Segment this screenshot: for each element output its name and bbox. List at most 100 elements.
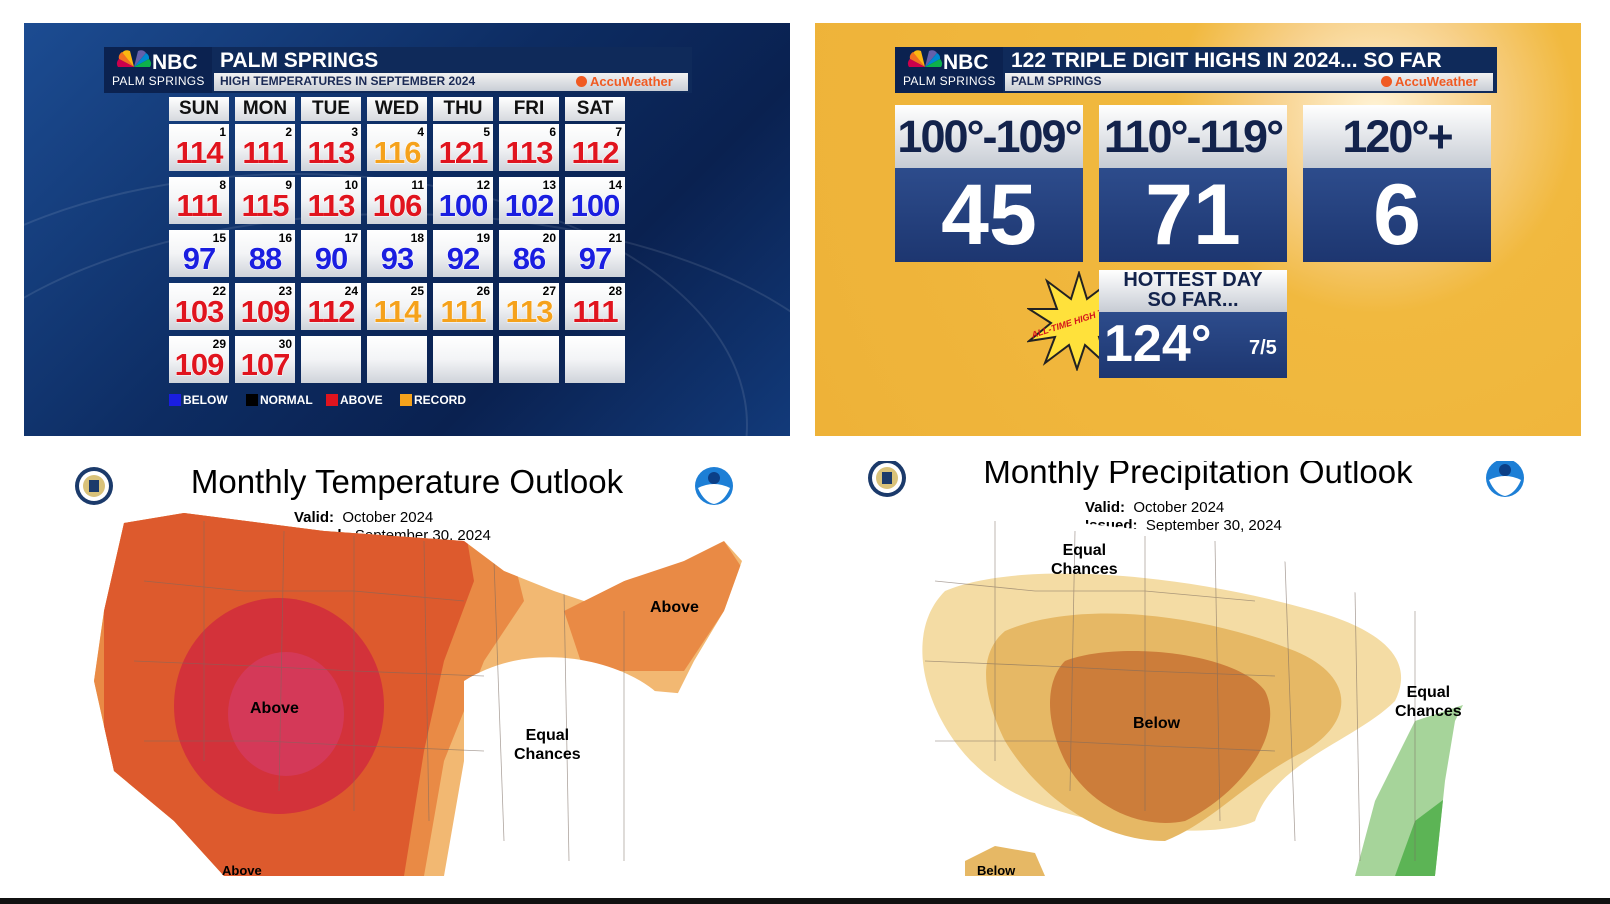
station-name: PALM SPRINGS xyxy=(903,74,996,88)
subtitle-strip: PALM SPRINGS AccuWeather xyxy=(1005,73,1493,91)
above-northeast-region xyxy=(564,541,742,671)
sun-icon xyxy=(576,76,587,87)
temperature-outlook-map xyxy=(94,513,742,876)
accuweather-logo: AccuWeather xyxy=(1381,74,1478,89)
day-number: 13 xyxy=(542,178,556,192)
peacock-icon xyxy=(116,50,152,67)
empty-day-cell xyxy=(499,336,559,383)
triple-digit-panel: NBC PALM SPRINGS 122 TRIPLE DIGIT HIGHS … xyxy=(815,23,1581,436)
above-center-label: Above xyxy=(250,700,299,717)
equal-chances-region xyxy=(464,657,674,876)
equal-chances-southeast-label: Equal Chances xyxy=(1395,683,1462,721)
day-number: 8 xyxy=(219,178,226,192)
peacock-icon xyxy=(907,50,943,67)
day-number: 18 xyxy=(410,231,424,245)
day-number: 26 xyxy=(476,284,490,298)
triple-digit-subtitle: PALM SPRINGS xyxy=(1011,74,1102,88)
high-temperature: 97 xyxy=(578,241,612,277)
equal-se-line1: Equal xyxy=(1406,684,1451,701)
high-temperature: 111 xyxy=(572,294,619,330)
state-borders xyxy=(133,521,625,862)
weekday-header: WED xyxy=(367,97,427,121)
high-temperature: 113 xyxy=(307,135,356,171)
hottest-label-line1: HOTTEST DAY xyxy=(1123,269,1263,291)
valid-value: October 2024 xyxy=(342,509,434,526)
day-number: 4 xyxy=(417,125,424,139)
empty-day-cell xyxy=(301,336,361,383)
high-temperature: 109 xyxy=(174,347,225,383)
below-texas-label: Below xyxy=(977,863,1016,876)
weekday-header: TUE xyxy=(301,97,361,121)
calendar-day-cell: 27 113 xyxy=(499,283,559,330)
hottest-label-line2: SO FAR... xyxy=(1147,289,1239,311)
day-number: 29 xyxy=(212,337,226,351)
day-number: 9 xyxy=(285,178,292,192)
weekday-header: FRI xyxy=(499,97,559,121)
hottest-date: 7/5 xyxy=(1249,337,1277,359)
temperature-outlook-panel: Monthly Temperature Outlook Valid: Octob… xyxy=(24,461,790,876)
high-temperature: 88 xyxy=(248,241,282,277)
calendar-day-cell: 25 114 xyxy=(367,283,427,330)
weekday-header: SUN xyxy=(169,97,229,121)
calendar-day-cell: 17 90 xyxy=(301,230,361,277)
calendar-day-cell: 28 111 xyxy=(565,283,625,330)
calendar-day-cell: 5 121 xyxy=(433,124,493,171)
high-temperature: 113 xyxy=(505,294,554,330)
high-temperature: 103 xyxy=(174,294,225,330)
calendar-day-cell: 21 97 xyxy=(565,230,625,277)
calendar-day-cell: 6 113 xyxy=(499,124,559,171)
high-temperature: 100 xyxy=(438,188,489,224)
day-number: 11 xyxy=(411,178,424,192)
nbc-wordmark: NBC xyxy=(152,51,198,74)
high-temperature: 113 xyxy=(307,188,356,224)
high-temperature: 116 xyxy=(373,135,422,171)
day-number: 23 xyxy=(278,284,292,298)
provider-name: AccuWeather xyxy=(590,74,673,89)
state-borders xyxy=(924,521,1416,862)
equal-chances-northwest-label: Equal Chances xyxy=(1051,541,1118,579)
calendar-day-cell: 20 86 xyxy=(499,230,559,277)
hottest-value: 124° xyxy=(1104,315,1212,373)
calendar-day-cell: 10 113 xyxy=(301,177,361,224)
high-temperature: 111 xyxy=(440,294,487,330)
outlook-title: Monthly Temperature Outlook xyxy=(190,463,624,500)
above-texas-label: Above xyxy=(222,863,262,876)
day-number: 14 xyxy=(608,178,622,192)
day-number: 20 xyxy=(542,231,556,245)
provider-name: AccuWeather xyxy=(1395,74,1478,89)
equal-line1: Equal xyxy=(525,727,570,744)
high-temperature: 115 xyxy=(241,188,290,224)
empty-day-cell xyxy=(433,336,493,383)
day-number: 22 xyxy=(212,284,226,298)
triple-digit-header: NBC PALM SPRINGS 122 TRIPLE DIGIT HIGHS … xyxy=(895,47,1497,93)
equal-line2: Chances xyxy=(514,746,581,763)
sun-icon xyxy=(1381,76,1392,87)
nbc-wordmark: NBC xyxy=(943,51,989,74)
day-number: 28 xyxy=(608,284,622,298)
legend-swatch xyxy=(400,394,412,406)
high-temperature: 111 xyxy=(176,188,223,224)
day-number: 24 xyxy=(344,284,358,298)
issued-value: September 30, 2024 xyxy=(1145,517,1282,534)
valid-label: Valid: xyxy=(1085,499,1126,516)
day-number: 17 xyxy=(344,231,358,245)
calendar-day-cell: 7 112 xyxy=(565,124,625,171)
day-number: 19 xyxy=(476,231,490,245)
day-number: 1 xyxy=(219,125,226,139)
high-temperature: 90 xyxy=(314,241,348,277)
high-temperature: 92 xyxy=(446,241,480,277)
legend-item: NORMAL xyxy=(246,393,313,407)
high-temperature: 112 xyxy=(571,135,620,171)
legend-label: BELOW xyxy=(183,393,228,407)
weekday-header: MON xyxy=(235,97,295,121)
legend-swatch xyxy=(326,394,338,406)
valid-label: Valid: xyxy=(294,509,335,526)
calendar-day-cell: 14 100 xyxy=(565,177,625,224)
noaa-logo-icon xyxy=(695,467,733,505)
high-temperature: 93 xyxy=(380,241,414,277)
calendar-day-cell: 18 93 xyxy=(367,230,427,277)
equal-se-line2: Chances xyxy=(1395,703,1462,720)
station-name: PALM SPRINGS xyxy=(112,74,205,88)
triple-digit-title: 122 TRIPLE DIGIT HIGHS IN 2024... SO FAR xyxy=(1011,49,1442,72)
calendar-day-cell: 12 100 xyxy=(433,177,493,224)
